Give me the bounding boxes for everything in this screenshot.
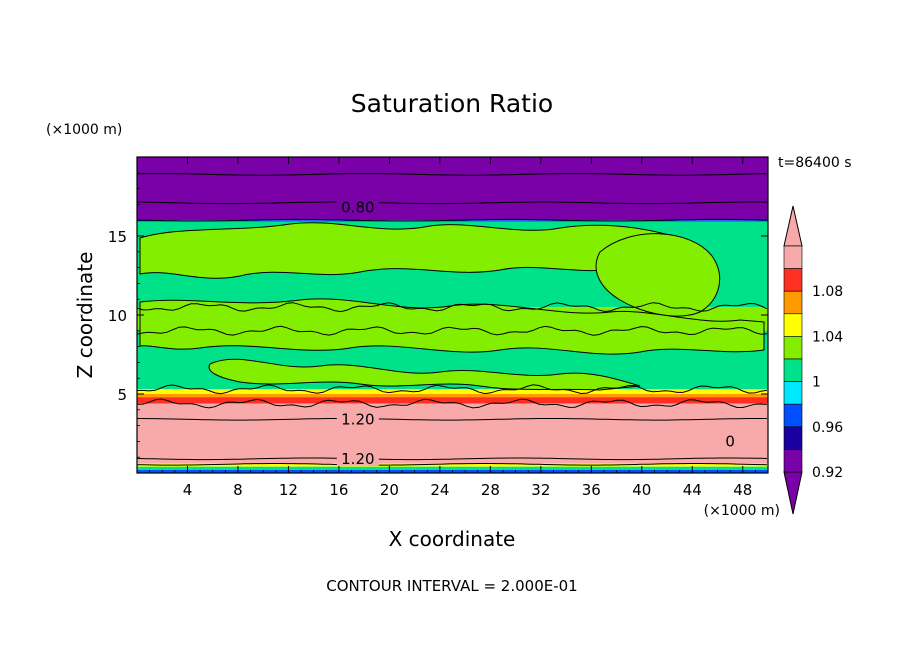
colorbar-swatch — [783, 336, 803, 360]
field-band-10 — [137, 466, 768, 470]
x-tick-label: 4 — [183, 481, 193, 499]
contour-line-8 — [137, 457, 768, 461]
contour-label-bg-0 — [336, 198, 379, 215]
field-band-8 — [137, 403, 768, 464]
contour-label: 0.80 — [341, 199, 374, 217]
x-tick-label: 32 — [531, 481, 550, 499]
x-tick-label: 36 — [582, 481, 601, 499]
colorbar-tick-label: 0.96 — [812, 420, 843, 436]
colorbar-swatch — [783, 245, 803, 269]
y-tick-label: 15 — [108, 228, 127, 246]
chart-title: Saturation Ratio — [351, 89, 553, 118]
x-tick-label: 12 — [279, 481, 298, 499]
colorbar-tick-label: 0.92 — [812, 465, 843, 481]
field-band-1 — [137, 220, 768, 222]
moist-patches — [139, 222, 765, 391]
contour-label: 1.20 — [341, 450, 374, 468]
x-tick-label: 48 — [733, 481, 752, 499]
field-band-0 — [137, 157, 768, 221]
x-tick-label: 20 — [380, 481, 399, 499]
colorbar-over-arrow — [783, 205, 803, 247]
colorbar-under-arrow — [783, 471, 803, 515]
x-axis-label: X coordinate — [389, 527, 516, 551]
y-tick-label: 10 — [108, 307, 127, 325]
x-tick-label: 24 — [430, 481, 449, 499]
x-tick-label: 16 — [329, 481, 348, 499]
contour-label: 0 — [725, 432, 735, 450]
contour-line-4 — [137, 325, 768, 336]
contour-label-bg-2 — [336, 449, 379, 466]
colorbar: 0.92 0.96 1 1.04 1.08 — [783, 205, 843, 515]
colorbar-swatch — [783, 290, 803, 315]
time-label: t=86400 s — [778, 155, 852, 171]
colorbar-tick-label: 1 — [812, 375, 821, 391]
moist-patch-middle — [139, 298, 765, 355]
x-tick-label: 8 — [233, 481, 243, 499]
field-band-6 — [137, 394, 768, 398]
colorbar-swatch — [783, 358, 803, 382]
x-axis-ticks: 4 8 12 16 20 24 28 32 36 40 44 48 — [149, 157, 756, 499]
field-band-5 — [137, 389, 768, 394]
contour-line-5 — [137, 384, 768, 395]
moist-patch-right — [595, 233, 721, 317]
contour-label: 1.20 — [341, 410, 374, 428]
y-axis-label: Z coordinate — [73, 252, 97, 379]
colorbar-swatch — [783, 381, 803, 405]
y-tick-label: 5 — [117, 386, 127, 404]
colorbar-swatch — [783, 313, 803, 337]
field-band-9 — [137, 463, 768, 467]
contour-line-3 — [137, 302, 768, 313]
colorbar-swatch — [783, 426, 803, 450]
y-unit-label: (×1000 m) — [46, 122, 122, 138]
contour-lines — [137, 173, 768, 466]
colorbar-tick-label: 1.04 — [812, 329, 843, 345]
contour-interval-note: CONTOUR INTERVAL = 2.000E-01 — [326, 577, 577, 595]
contour-line-2 — [137, 218, 768, 222]
colorbar-swatch — [783, 268, 803, 292]
field-band-7 — [137, 397, 768, 404]
x-tick-label: 44 — [683, 481, 702, 499]
x-tick-label: 40 — [632, 481, 651, 499]
x-unit-label: (×1000 m) — [704, 503, 780, 519]
contour-line-9 — [137, 463, 768, 466]
x-tick-label: 28 — [481, 481, 500, 499]
colorbar-swatch — [783, 449, 803, 473]
colorbar-swatch — [783, 403, 803, 428]
moist-patch-lower — [208, 358, 641, 391]
contour-line-7 — [137, 418, 767, 421]
contour-line-6 — [137, 398, 768, 409]
contour-label-bg-1 — [336, 410, 379, 427]
contour-label-bg-3 — [722, 432, 738, 449]
contour-line-0 — [137, 173, 768, 176]
y-axis-ticks: 5 10 15 — [108, 172, 768, 458]
colorbar-tick-label: 1.08 — [812, 284, 843, 300]
contour-labels: 0.80 1.20 1.20 0 — [336, 198, 738, 468]
plot-area: 0.801.201.200 4 8 12 16 20 24 28 32 36 40 44 48 510… — [108, 156, 769, 499]
contour-line-1 — [137, 201, 768, 205]
